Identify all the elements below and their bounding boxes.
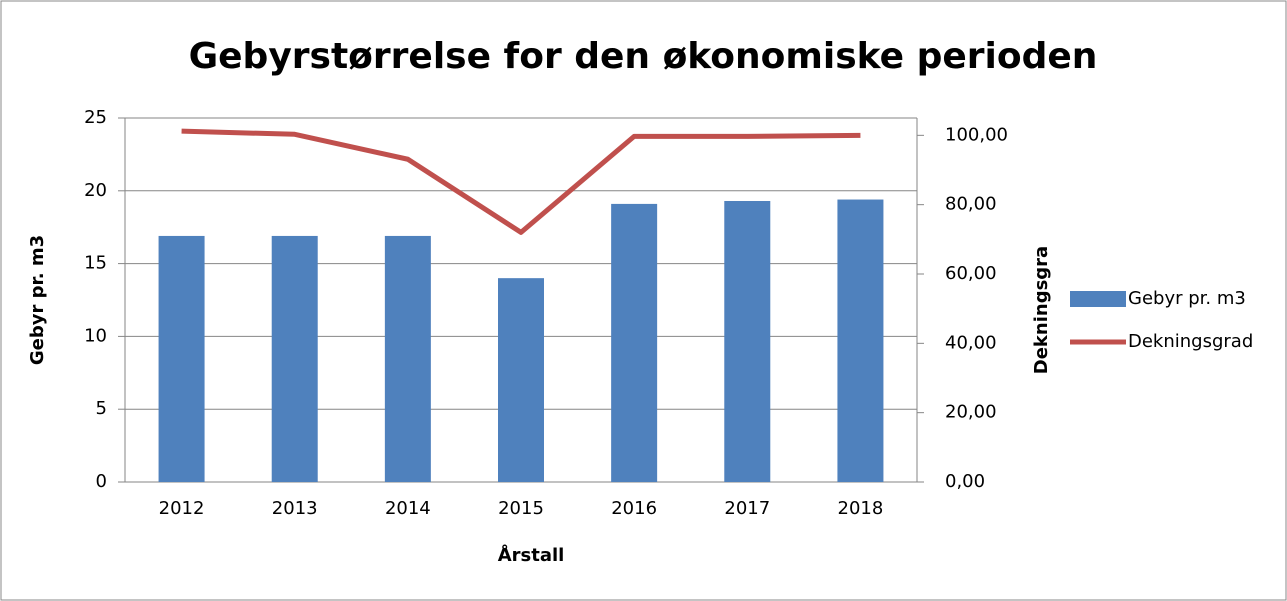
legend-swatch <box>1070 291 1126 307</box>
legend-label: Gebyr pr. m3 <box>1128 288 1246 309</box>
chart-title: Gebyrstørrelse for den økonomiske period… <box>189 36 1098 77</box>
y-tick-label: 0 <box>96 471 107 492</box>
y-tick-label: 10 <box>84 325 107 346</box>
x-tick-label: 2018 <box>838 498 884 519</box>
y2-axis-label: Dekningsgra <box>1031 246 1052 374</box>
x-tick-label: 2014 <box>385 498 431 519</box>
y-tick-label: 15 <box>84 253 107 274</box>
y2-tick-label: 40,00 <box>945 332 997 353</box>
bar <box>724 200 771 482</box>
y-tick-label: 25 <box>84 107 107 128</box>
y-tick-label: 20 <box>84 180 107 201</box>
y2-tick-label: 0,00 <box>945 471 985 492</box>
bar <box>837 199 884 482</box>
x-tick-label: 2017 <box>724 498 770 519</box>
line <box>181 128 861 235</box>
x-tick-label: 2015 <box>498 498 544 519</box>
x-tick-label: 2013 <box>272 498 318 519</box>
bar <box>611 203 658 483</box>
y2-tick-label: 20,00 <box>945 402 997 423</box>
y2-tick-label: 80,00 <box>945 194 997 215</box>
x-tick-label: 2012 <box>159 498 205 519</box>
bar <box>384 235 431 482</box>
y-tick-label: 5 <box>96 398 107 419</box>
bar <box>158 235 205 482</box>
bar <box>271 235 318 482</box>
y-axis-label: Gebyr pr. m3 <box>27 235 48 365</box>
y2-tick-label: 100,00 <box>945 124 1008 145</box>
x-tick-label: 2016 <box>611 498 657 519</box>
y2-tick-label: 60,00 <box>945 263 997 284</box>
bar <box>498 278 544 482</box>
x-axis-label: Årstall <box>498 543 565 566</box>
legend-label: Dekningsgrad <box>1128 331 1253 352</box>
